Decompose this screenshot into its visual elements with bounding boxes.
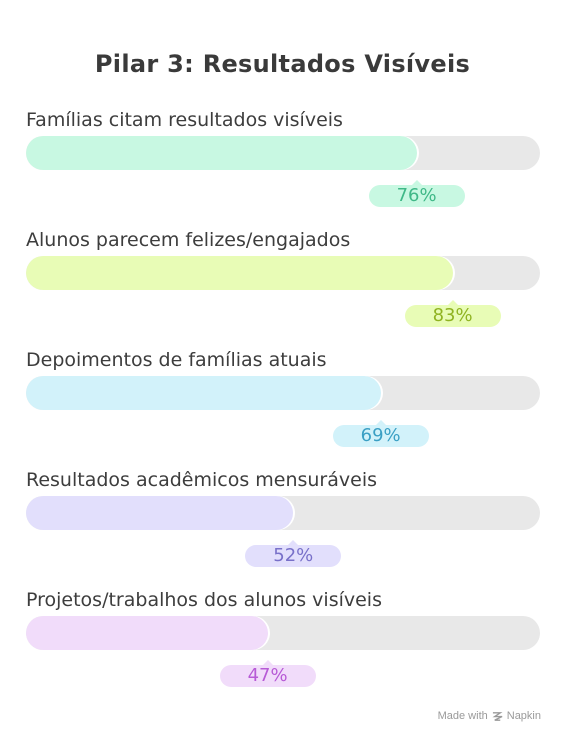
bar-category-label: Famílias citam resultados visíveis — [26, 109, 343, 131]
bar-track — [26, 616, 540, 650]
bar-row: Depoimentos de famílias atuais 69% — [0, 349, 565, 469]
bar-row: Projetos/trabalhos dos alunos visíveis 47… — [0, 589, 565, 709]
napkin-logo-icon — [492, 711, 503, 721]
bar-fill — [26, 136, 417, 170]
bar-row: Resultados acadêmicos mensuráveis 52% — [0, 469, 565, 589]
bar-track — [26, 496, 540, 530]
bar-value-label: 83% — [404, 300, 501, 327]
bar-category-label: Resultados acadêmicos mensuráveis — [26, 469, 377, 491]
bar-track — [26, 256, 540, 290]
bar-category-label: Projetos/trabalhos dos alunos visíveis — [26, 589, 382, 611]
bar-track — [26, 376, 540, 410]
chart-title: Pilar 3: Resultados Visíveis — [94, 50, 471, 78]
footer-credit: Made with Napkin — [438, 710, 541, 722]
bar-row: Famílias citam resultados visíveis 76% — [0, 109, 565, 229]
bar-fill — [26, 376, 381, 410]
bar-fill — [26, 616, 268, 650]
bar-category-label: Depoimentos de famílias atuais — [26, 349, 327, 371]
bar-category-label: Alunos parecem felizes/engajados — [26, 229, 351, 251]
bar-value-label: 69% — [332, 420, 429, 447]
made-with-text: Made with — [437, 710, 488, 722]
bar-value-label: 76% — [368, 180, 465, 207]
bar-track — [26, 136, 540, 170]
bar-row: Alunos parecem felizes/engajados 83% — [0, 229, 565, 349]
brand-name: Napkin — [506, 710, 541, 722]
bar-value-label: 47% — [219, 660, 316, 687]
bar-value-label: 52% — [245, 540, 342, 567]
bar-fill — [26, 496, 294, 530]
bar-fill — [26, 256, 453, 290]
